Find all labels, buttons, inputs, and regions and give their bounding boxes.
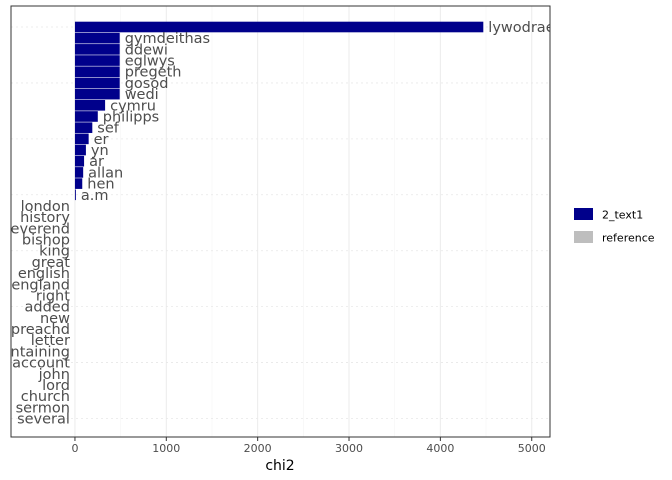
bar-label: gymdeithas: [125, 31, 210, 47]
bar-label: letter: [31, 333, 70, 349]
legend: 2_text1 reference: [574, 208, 655, 245]
bar-label: yn: [91, 143, 109, 159]
bar-hen: [74, 178, 83, 189]
bar-wedi: [74, 88, 120, 100]
bar-gymdeithas: [74, 32, 120, 44]
x-tick-label: 2000: [244, 442, 272, 455]
bar-label: lord: [42, 378, 70, 394]
bar-label: great: [32, 255, 71, 271]
panel-border: [10, 5, 551, 438]
bar-label: bishop: [22, 233, 70, 249]
bar-label: er: [94, 132, 109, 148]
x-tick-label: 0: [71, 442, 78, 455]
bar-label: hen: [87, 177, 114, 193]
bar-label: account: [12, 356, 70, 372]
bar-label: gosod: [125, 76, 169, 92]
bar-label: wedi: [125, 87, 159, 103]
bar-ar: [74, 155, 85, 167]
bar-label: sef: [97, 121, 119, 137]
legend-label-reference: reference: [602, 232, 655, 245]
bar-label: several: [17, 412, 70, 428]
x-axis: 0 1000 2000 3000 4000 5000: [71, 437, 546, 455]
bar-label: history: [20, 210, 70, 226]
bar-label: allan: [88, 165, 123, 181]
bar-label: sermon: [16, 400, 70, 416]
bar-label: lywodraeth: [488, 20, 569, 36]
legend-label-2-text1: 2_text1: [602, 209, 643, 222]
bar-label: church: [21, 389, 70, 405]
bar-label: england: [11, 277, 70, 293]
bar-yn: [74, 144, 86, 156]
bar-label: a.m: [81, 188, 109, 204]
bar-label: pregeth: [125, 65, 182, 81]
bar-cymru: [74, 99, 106, 111]
bar-allan: [74, 167, 84, 178]
bar-label: cymru: [110, 98, 156, 114]
bar-philipps: [74, 111, 98, 122]
bar-label: english: [18, 266, 70, 282]
x-tick-label: 3000: [335, 442, 363, 455]
bar-label: added: [25, 300, 70, 316]
x-axis-title: chi2: [265, 458, 294, 474]
bar-label: reverend: [5, 221, 70, 237]
bar-label: new: [40, 311, 70, 327]
bar-label: london: [21, 199, 70, 215]
bar-label: king: [39, 244, 70, 260]
bar-label: right: [36, 288, 70, 304]
bar-label: ddewi: [125, 42, 168, 58]
bar-label: ar: [89, 154, 104, 170]
bar-label: eglwys: [125, 54, 175, 70]
bar-er: [74, 133, 89, 145]
bars: [74, 21, 484, 201]
bar-label: philipps: [103, 109, 159, 125]
x-tick-label: 5000: [518, 442, 546, 455]
x-tick-label: 1000: [152, 442, 180, 455]
bar-label: preachd: [11, 322, 70, 338]
bar-labels: lywodraeth gymdeithasddewieglwyspregethgo…: [0, 20, 569, 428]
legend-key-reference: [574, 231, 593, 243]
x-tick-label: 4000: [426, 442, 454, 455]
bar-pregeth: [74, 66, 120, 78]
bar-label: containing: [0, 344, 70, 360]
bar-label: john: [38, 367, 70, 383]
bar-sef: [74, 122, 93, 133]
bar-eglwys: [74, 55, 120, 66]
bar-gosod: [74, 77, 120, 89]
bar-lywodraeth: [74, 21, 484, 33]
legend-key-2-text1: [574, 208, 593, 220]
bar-ddewi: [74, 44, 120, 55]
bar-a.m: [74, 189, 76, 201]
